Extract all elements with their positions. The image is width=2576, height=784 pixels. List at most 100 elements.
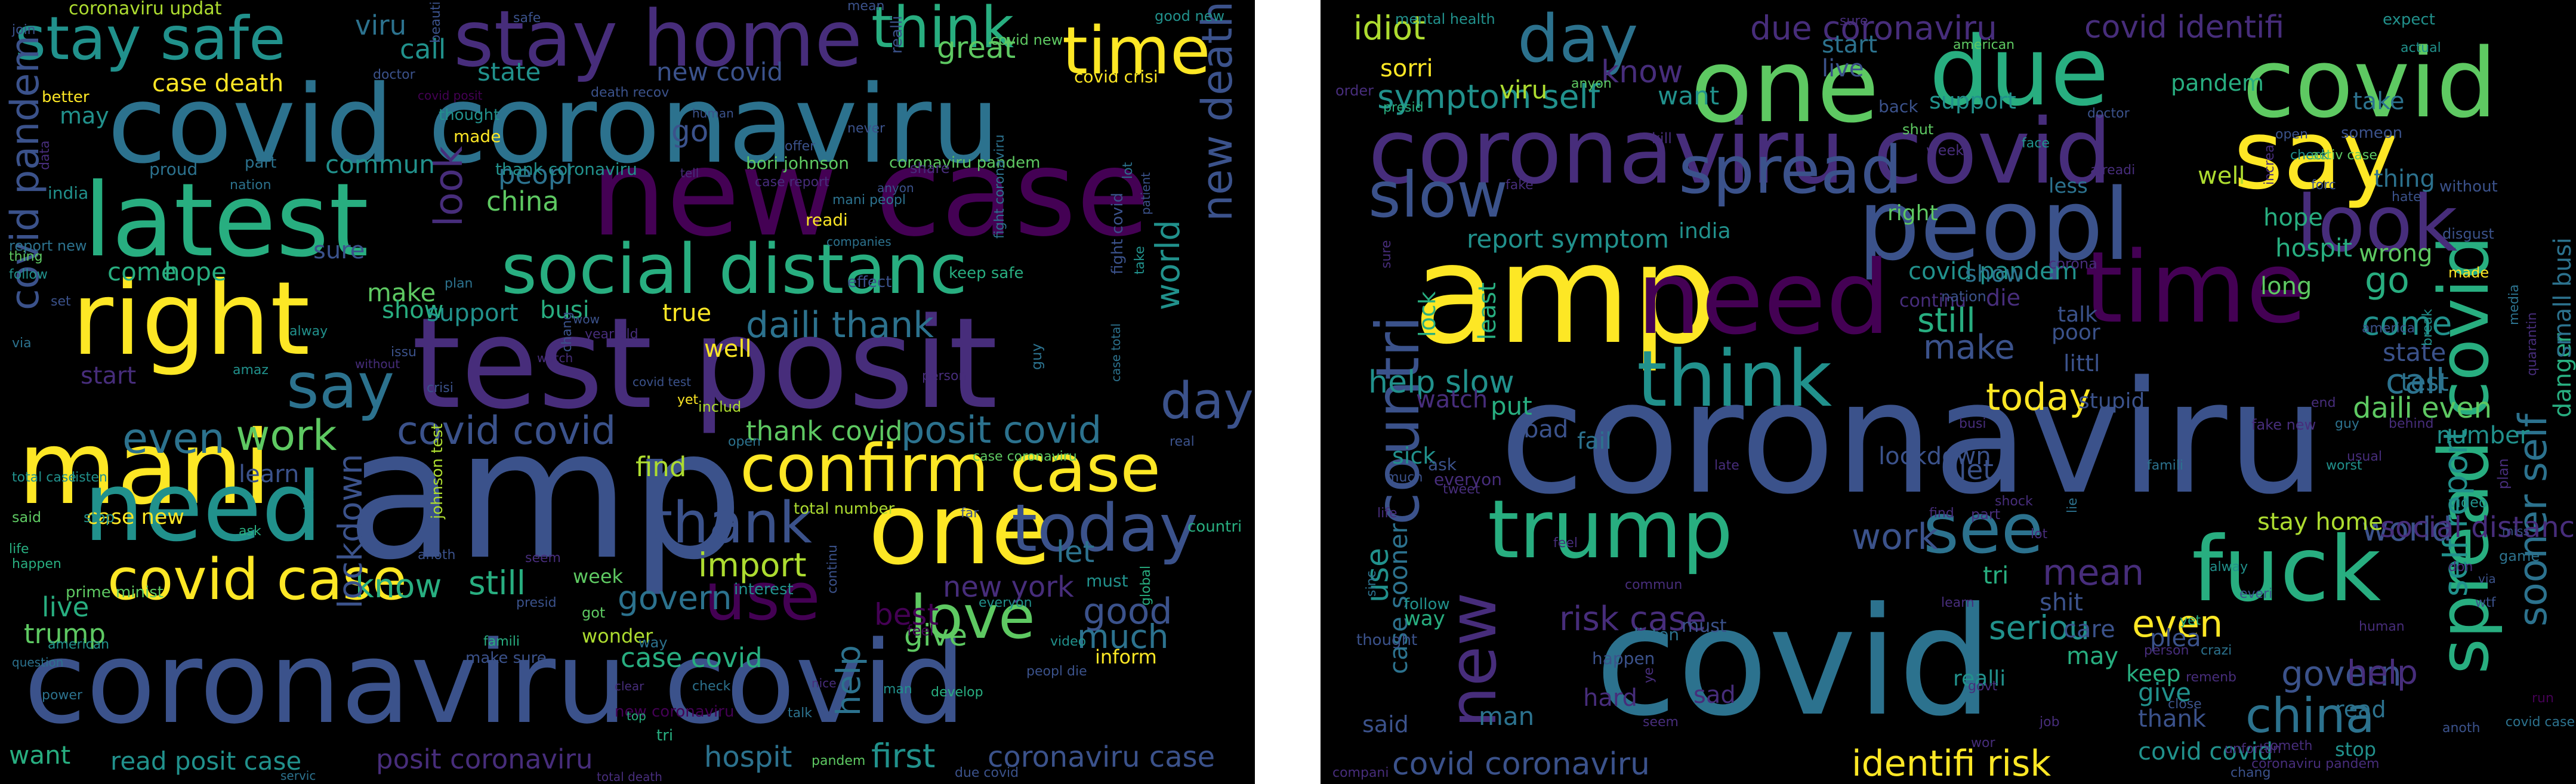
word-stupid: stupid bbox=[2078, 389, 2145, 413]
word-think: think bbox=[1637, 334, 1832, 424]
word-china: china bbox=[2245, 688, 2375, 743]
word-realli: realli bbox=[1953, 666, 2006, 691]
word-american: american bbox=[48, 637, 110, 652]
word-someth: someth bbox=[2263, 739, 2313, 754]
word-india: india bbox=[48, 183, 89, 203]
word-covid-test: covid test bbox=[633, 375, 692, 389]
word-check: check bbox=[692, 679, 731, 694]
word-live: live bbox=[42, 591, 90, 623]
word-sure: sure bbox=[313, 237, 365, 264]
word-great: great bbox=[937, 30, 1016, 65]
word-covid: covid bbox=[2242, 27, 2497, 139]
word-ask: ask bbox=[239, 524, 261, 539]
word-talk: talk bbox=[788, 706, 812, 721]
word-fight-coronaviru: fight coronaviru bbox=[992, 134, 1007, 239]
word-much: much bbox=[1077, 618, 1169, 656]
word-china: china bbox=[486, 186, 559, 217]
word-support: support bbox=[427, 300, 519, 327]
word-lockdown: lockdown bbox=[331, 453, 369, 609]
word-call: call bbox=[400, 33, 446, 65]
word-small-busi: small busi bbox=[2549, 237, 2576, 358]
word-good: good bbox=[1083, 591, 1173, 632]
word-start: start bbox=[81, 362, 137, 390]
word-bori-johnson: bori johnson bbox=[746, 153, 849, 173]
word-look: look bbox=[2296, 178, 2458, 269]
word-make: make bbox=[1923, 328, 2015, 367]
word-way: way bbox=[1404, 607, 1445, 631]
word-true: true bbox=[662, 300, 712, 327]
word-show: show bbox=[382, 297, 444, 324]
word-case-covid: case covid bbox=[621, 642, 763, 674]
word-still: still bbox=[1917, 301, 1976, 340]
word-anyon: anyon bbox=[1571, 76, 1612, 91]
word-part: part bbox=[1971, 506, 2001, 523]
word-want: want bbox=[1658, 81, 1720, 110]
word-remenb: remenb bbox=[2186, 670, 2236, 685]
word-face: face bbox=[2022, 136, 2050, 151]
word-case-death: case death bbox=[152, 70, 284, 97]
word-want: want bbox=[9, 740, 71, 770]
word-find: find bbox=[635, 451, 687, 483]
word-hospit: hospit bbox=[2275, 233, 2352, 263]
word-help-slow: help slow bbox=[1368, 365, 1514, 400]
word-mental-health: mental health bbox=[1395, 11, 1495, 27]
word-mean: mean bbox=[2043, 552, 2145, 594]
word-covid-covid: covid covid bbox=[2138, 738, 2273, 766]
word-work: work bbox=[236, 411, 337, 460]
word-companies: companies bbox=[826, 234, 891, 249]
word-alway: alway bbox=[2210, 560, 2248, 575]
word-video: video bbox=[2448, 494, 2488, 511]
word-state: state bbox=[2383, 338, 2447, 367]
word-coronaviru-pandem: coronaviru pandem bbox=[2251, 757, 2380, 771]
word-new-york: new york bbox=[943, 570, 1074, 604]
word-coronaviru-updat: coronaviru updat bbox=[69, 0, 222, 19]
word-know: know bbox=[1601, 54, 1683, 90]
word-mani-peopl: mani peopl bbox=[832, 193, 906, 208]
word-make: make bbox=[367, 278, 436, 307]
word-actual: actual bbox=[2401, 41, 2441, 55]
word-see: see bbox=[1923, 489, 2044, 569]
word-start: start bbox=[1822, 31, 1878, 58]
word-sorri: sorri bbox=[1380, 55, 1433, 82]
word-commun: commun bbox=[325, 150, 435, 179]
word-life: life bbox=[1377, 506, 1397, 521]
word-plan: plan bbox=[2495, 458, 2512, 489]
word-keep-safe: keep safe bbox=[949, 264, 1024, 282]
word-wonder: wonder bbox=[582, 625, 653, 647]
word-follow: follow bbox=[1404, 595, 1450, 613]
word-new-covid: new covid bbox=[656, 57, 783, 87]
word-readi: readi bbox=[806, 210, 848, 230]
word-give: give bbox=[904, 618, 967, 653]
word-made: made bbox=[2448, 264, 2489, 281]
word-wow: wow bbox=[573, 312, 600, 326]
word-shit: shit bbox=[2040, 589, 2083, 616]
word-case-report: case report bbox=[755, 175, 829, 190]
word-year-old: year old bbox=[585, 327, 638, 342]
word-new-case: new case bbox=[591, 124, 1150, 263]
word-come: come bbox=[107, 257, 177, 286]
word-make-sure: make sure bbox=[465, 649, 547, 667]
word-anoth: anoth bbox=[418, 548, 456, 563]
word-show: show bbox=[1965, 261, 2024, 287]
word-report-new: report new bbox=[9, 237, 87, 254]
word-still: still bbox=[468, 564, 526, 602]
word-world: world bbox=[2362, 510, 2452, 548]
word-covid-identifi: covid identifi bbox=[2084, 10, 2285, 45]
word-due-coronaviru: due coronaviru bbox=[1750, 9, 1997, 47]
word-covid-covid: covid covid bbox=[397, 409, 616, 453]
word-know: know bbox=[355, 567, 442, 605]
word-proud: proud bbox=[149, 159, 198, 179]
word-must: must bbox=[1086, 571, 1128, 591]
word-thank: thank bbox=[2138, 705, 2207, 733]
left-word-cloud: coronaviru covid amp test posit covid coron… bbox=[0, 0, 1255, 784]
word-social-distanc: social distanc bbox=[501, 230, 967, 310]
word-daili-even: daili even bbox=[2353, 391, 2492, 425]
word-right: right bbox=[1887, 201, 1938, 226]
word-need: need bbox=[84, 451, 322, 563]
word-continu: continu bbox=[825, 544, 840, 594]
word-person: person bbox=[922, 369, 967, 384]
word-confirm-case: confirm case bbox=[740, 430, 1161, 507]
word-take: take bbox=[2353, 88, 2405, 115]
word-covid-new: covid new bbox=[991, 32, 1063, 48]
word-feel: feel bbox=[1553, 536, 1578, 551]
